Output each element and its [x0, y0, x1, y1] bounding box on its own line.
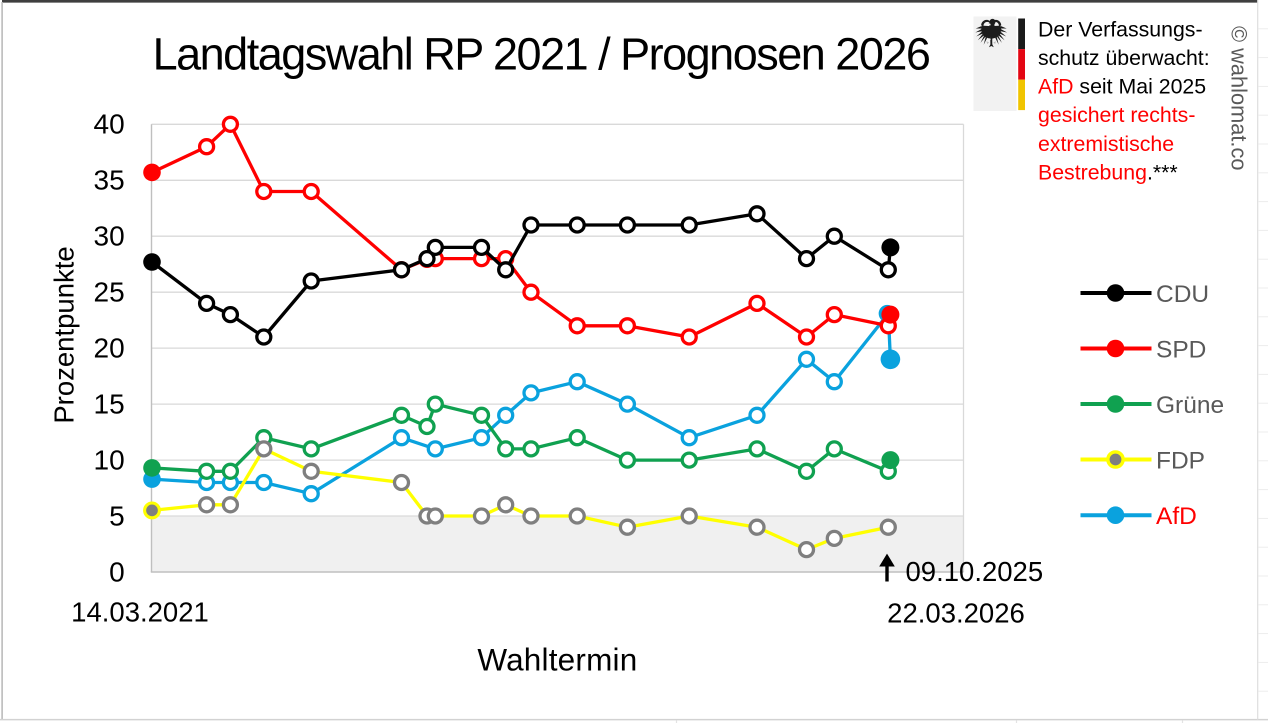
svg-text:40: 40: [94, 109, 125, 140]
svg-text:SPD: SPD: [1156, 336, 1206, 363]
svg-text:22.03.2026: 22.03.2026: [887, 598, 1025, 629]
svg-text:10: 10: [94, 444, 125, 475]
svg-text:Der Verfassungs-: Der Verfassungs-: [1038, 17, 1203, 41]
svg-text:Landtagswahl RP 2021 / Prognos: Landtagswahl RP 2021 / Prognosen 2026: [153, 29, 930, 80]
svg-text:25: 25: [94, 277, 125, 308]
svg-text:0: 0: [109, 556, 125, 587]
svg-text:gesichert rechts-: gesichert rechts-: [1038, 103, 1195, 127]
svg-text:AfD seit Mai 2025: AfD seit Mai 2025: [1038, 75, 1206, 99]
svg-text:Wahltermin: Wahltermin: [477, 642, 637, 678]
svg-text:09.10.2025: 09.10.2025: [906, 556, 1044, 587]
svg-text:FDP: FDP: [1156, 447, 1205, 474]
svg-text:14.03.2021: 14.03.2021: [71, 597, 209, 628]
svg-text:20: 20: [94, 332, 125, 363]
svg-text:35: 35: [94, 165, 125, 196]
svg-text:15: 15: [94, 388, 125, 419]
svg-text:Prozentpunkte: Prozentpunkte: [48, 246, 79, 423]
svg-text:AfD: AfD: [1156, 503, 1197, 530]
svg-text:5: 5: [109, 500, 125, 531]
svg-text:Grüne: Grüne: [1156, 392, 1224, 419]
svg-text:30: 30: [94, 221, 125, 252]
svg-text:Bestrebung.***: Bestrebung.***: [1038, 160, 1178, 184]
svg-text:extremistische: extremistische: [1038, 132, 1174, 156]
svg-text:schutz überwacht:: schutz überwacht:: [1038, 46, 1210, 70]
svg-text:CDU: CDU: [1156, 281, 1209, 308]
svg-text:© wahlomat.co: © wahlomat.co: [1227, 26, 1252, 170]
